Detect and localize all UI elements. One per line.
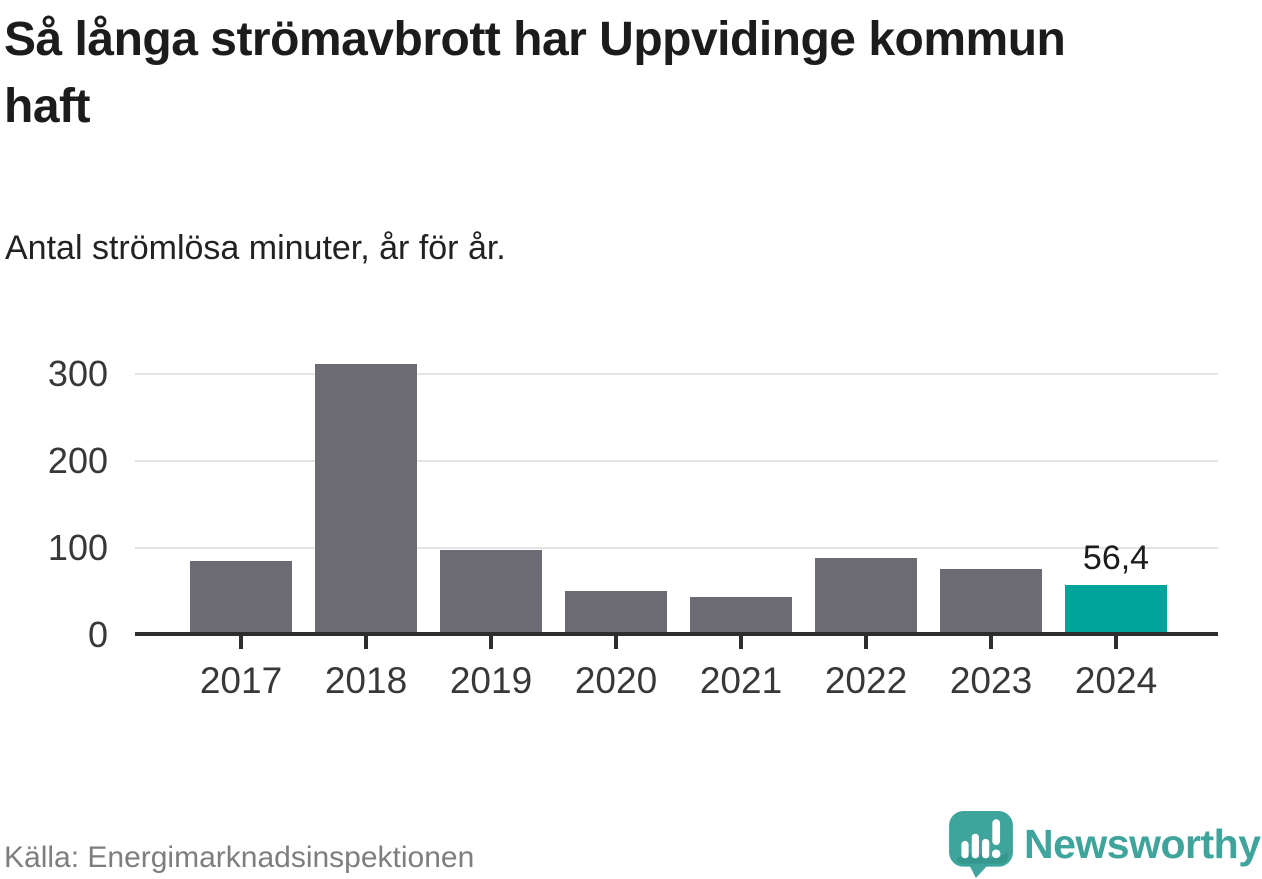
x-axis-label-2022: 2022 — [824, 660, 908, 701]
source-attribution: Källa: Energimarknadsinspektionen — [4, 841, 475, 874]
bar-2018 — [315, 364, 417, 634]
gridline-300 — [135, 373, 1218, 375]
y-axis-label-200: 200 — [47, 440, 108, 481]
newsworthy-bubble-chart-icon — [949, 811, 1013, 878]
x-axis-label-2020: 2020 — [574, 660, 658, 701]
page-title: Så långa strömavbrott har Uppvidinge kom… — [4, 13, 1066, 133]
bar-2024 — [1065, 585, 1167, 634]
gridline-100 — [135, 547, 1218, 549]
x-axis-tick-2019 — [489, 636, 493, 649]
bar-2021 — [690, 597, 792, 634]
bar-2017 — [190, 561, 292, 634]
bar-2019 — [440, 550, 542, 634]
x-axis-tick-2023 — [989, 636, 993, 649]
x-axis-label-2024: 2024 — [1074, 660, 1158, 701]
x-axis-tick-2017 — [239, 636, 243, 649]
x-axis-line — [135, 632, 1218, 636]
bar-2023 — [940, 569, 1042, 634]
x-axis-label-2021: 2021 — [699, 660, 783, 701]
x-axis-tick-2018 — [364, 636, 368, 649]
newsworthy-wordmark: Newsworthy — [1024, 820, 1261, 867]
gridline-200 — [135, 460, 1218, 462]
bar-2022 — [815, 558, 917, 634]
x-axis-label-2023: 2023 — [949, 660, 1033, 701]
x-axis-label-2019: 2019 — [449, 660, 533, 701]
y-axis-label-0: 0 — [87, 614, 108, 655]
x-axis-label-2017: 2017 — [199, 660, 283, 701]
x-axis-tick-2021 — [739, 636, 743, 649]
x-axis-tick-2022 — [864, 636, 868, 649]
x-axis-label-2018: 2018 — [324, 660, 408, 701]
y-axis-label-300: 300 — [47, 353, 108, 394]
bar-2020 — [565, 591, 667, 634]
y-axis-label-100: 100 — [47, 527, 108, 568]
x-axis-tick-2024 — [1114, 636, 1118, 649]
newsworthy-logo: Newsworthy — [948, 810, 1261, 878]
x-axis-tick-2020 — [614, 636, 618, 649]
chart-subtitle: Antal strömlösa minuter, år för år. — [5, 229, 506, 267]
bar-value-label-2024: 56,4 — [1082, 539, 1150, 577]
